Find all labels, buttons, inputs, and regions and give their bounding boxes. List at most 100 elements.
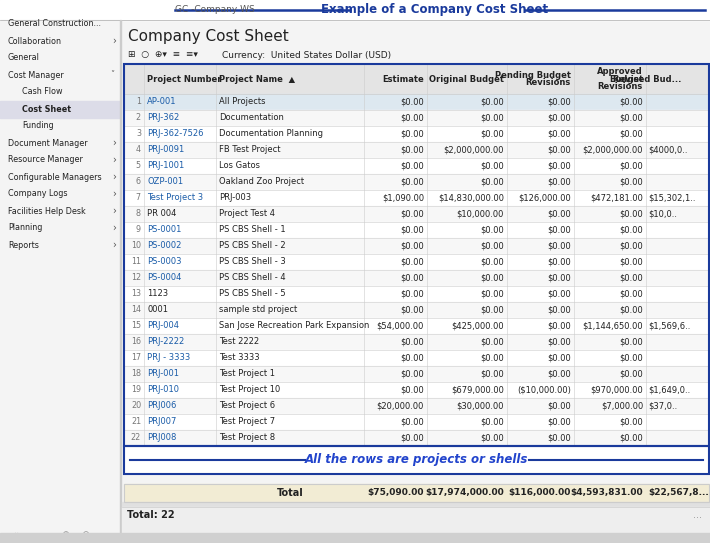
- Text: $0.00: $0.00: [400, 386, 424, 395]
- Text: 16: 16: [131, 338, 141, 346]
- Text: $4000,0..: $4000,0..: [648, 146, 687, 155]
- Text: $0.00: $0.00: [547, 257, 571, 267]
- Bar: [124, 94, 709, 110]
- Text: $0.00: $0.00: [547, 242, 571, 250]
- Text: Cost Manager: Cost Manager: [8, 71, 64, 79]
- Text: 9: 9: [136, 225, 141, 235]
- Text: $1,649,0..: $1,649,0..: [648, 386, 690, 395]
- Bar: [124, 484, 709, 502]
- Text: $679,000.00: $679,000.00: [451, 386, 504, 395]
- Text: $1,569,6..: $1,569,6..: [648, 321, 690, 331]
- Text: $0.00: $0.00: [400, 353, 424, 363]
- Text: $1,090.00: $1,090.00: [382, 193, 424, 203]
- Text: $0.00: $0.00: [480, 257, 504, 267]
- Text: $17,974,000.00: $17,974,000.00: [425, 489, 504, 497]
- Text: $0.00: $0.00: [400, 369, 424, 378]
- Text: Test Project 3: Test Project 3: [147, 193, 203, 203]
- Text: $0.00: $0.00: [547, 113, 571, 123]
- Text: ›: ›: [112, 206, 116, 216]
- Text: ›: ›: [112, 172, 116, 182]
- Text: 2: 2: [136, 113, 141, 123]
- Text: 18: 18: [131, 369, 141, 378]
- Text: ›: ›: [112, 138, 116, 148]
- Text: ⊖: ⊖: [81, 530, 89, 540]
- Text: $0.00: $0.00: [400, 433, 424, 443]
- Text: $0.00: $0.00: [619, 338, 643, 346]
- Text: Test Project 8: Test Project 8: [219, 433, 275, 443]
- Text: 1123: 1123: [147, 289, 168, 299]
- Text: $0.00: $0.00: [400, 289, 424, 299]
- Text: $0.00: $0.00: [547, 306, 571, 314]
- Text: ...: ...: [693, 510, 702, 520]
- Text: Pending Budget: Pending Budget: [495, 71, 571, 80]
- Text: ›: ›: [112, 240, 116, 250]
- Bar: [0, 0, 710, 20]
- Text: PRJ-362: PRJ-362: [147, 113, 179, 123]
- Text: 17: 17: [131, 353, 141, 363]
- Text: $0.00: $0.00: [400, 161, 424, 171]
- Text: Project Number: Project Number: [147, 74, 222, 84]
- Text: $0.00: $0.00: [547, 289, 571, 299]
- Text: FB Test Project: FB Test Project: [219, 146, 280, 155]
- Text: $0.00: $0.00: [400, 225, 424, 235]
- Bar: [0, 100, 120, 117]
- Text: PS CBS Shell - 1: PS CBS Shell - 1: [219, 225, 285, 235]
- Text: PRJ-0091: PRJ-0091: [147, 146, 185, 155]
- Text: $37,0..: $37,0..: [648, 401, 677, 411]
- Text: $0.00: $0.00: [480, 418, 504, 426]
- Text: $0.00: $0.00: [480, 338, 504, 346]
- Bar: [124, 446, 709, 474]
- Text: ⊞  ○  ⊕▾  ≡  ≡▾: ⊞ ○ ⊕▾ ≡ ≡▾: [128, 50, 198, 60]
- Text: PS CBS Shell - 3: PS CBS Shell - 3: [219, 257, 285, 267]
- Text: $15,302,1..: $15,302,1..: [648, 193, 696, 203]
- Text: 1: 1: [136, 98, 141, 106]
- Text: $0.00: $0.00: [400, 418, 424, 426]
- Text: PR 004: PR 004: [147, 210, 176, 218]
- Text: $0.00: $0.00: [619, 257, 643, 267]
- Text: $0.00: $0.00: [480, 161, 504, 171]
- Text: PRJ008: PRJ008: [147, 433, 176, 443]
- Text: $0.00: $0.00: [619, 113, 643, 123]
- Text: $0.00: $0.00: [547, 338, 571, 346]
- Text: Test 2222: Test 2222: [219, 338, 259, 346]
- Text: PRJ-004: PRJ-004: [147, 321, 179, 331]
- Text: Documentation: Documentation: [219, 113, 284, 123]
- Text: $0.00: $0.00: [480, 225, 504, 235]
- Text: $0.00: $0.00: [400, 210, 424, 218]
- Text: $0.00: $0.00: [619, 242, 643, 250]
- Text: PRJ - 3333: PRJ - 3333: [147, 353, 190, 363]
- Text: Currency:  United States Dollar (USD): Currency: United States Dollar (USD): [222, 50, 391, 60]
- Text: Planning: Planning: [8, 224, 43, 232]
- Text: $0.00: $0.00: [547, 433, 571, 443]
- Text: $0.00: $0.00: [400, 257, 424, 267]
- Text: $0.00: $0.00: [400, 242, 424, 250]
- Text: Example of a Company Cost Sheet: Example of a Company Cost Sheet: [322, 3, 549, 16]
- Text: $0.00: $0.00: [547, 129, 571, 138]
- Text: $0.00: $0.00: [619, 306, 643, 314]
- Bar: [124, 350, 709, 366]
- Text: $0.00: $0.00: [480, 129, 504, 138]
- Text: GC -Company WS: GC -Company WS: [175, 5, 255, 15]
- Bar: [124, 158, 709, 174]
- Text: 14: 14: [131, 306, 141, 314]
- Text: $0.00: $0.00: [547, 210, 571, 218]
- Text: Oakland Zoo Project: Oakland Zoo Project: [219, 178, 304, 186]
- Text: Total: Total: [277, 488, 303, 498]
- Bar: [122, 502, 710, 507]
- Text: Facilities Help Desk: Facilities Help Desk: [8, 206, 86, 216]
- Text: Configurable Managers: Configurable Managers: [8, 173, 102, 181]
- Text: PRJ-010: PRJ-010: [147, 386, 179, 395]
- Bar: [124, 222, 709, 238]
- Text: PRJ-362-7526: PRJ-362-7526: [147, 129, 204, 138]
- Text: $0.00: $0.00: [619, 418, 643, 426]
- Bar: [120, 20, 121, 543]
- Text: $2,000,000.00: $2,000,000.00: [582, 146, 643, 155]
- Text: 5: 5: [136, 161, 141, 171]
- Bar: [124, 174, 709, 190]
- Text: PRJ-003: PRJ-003: [219, 193, 251, 203]
- Text: General: General: [8, 54, 40, 62]
- Text: 7: 7: [136, 193, 141, 203]
- Text: $0.00: $0.00: [400, 146, 424, 155]
- Text: Test Project 10: Test Project 10: [219, 386, 280, 395]
- Bar: [124, 254, 709, 270]
